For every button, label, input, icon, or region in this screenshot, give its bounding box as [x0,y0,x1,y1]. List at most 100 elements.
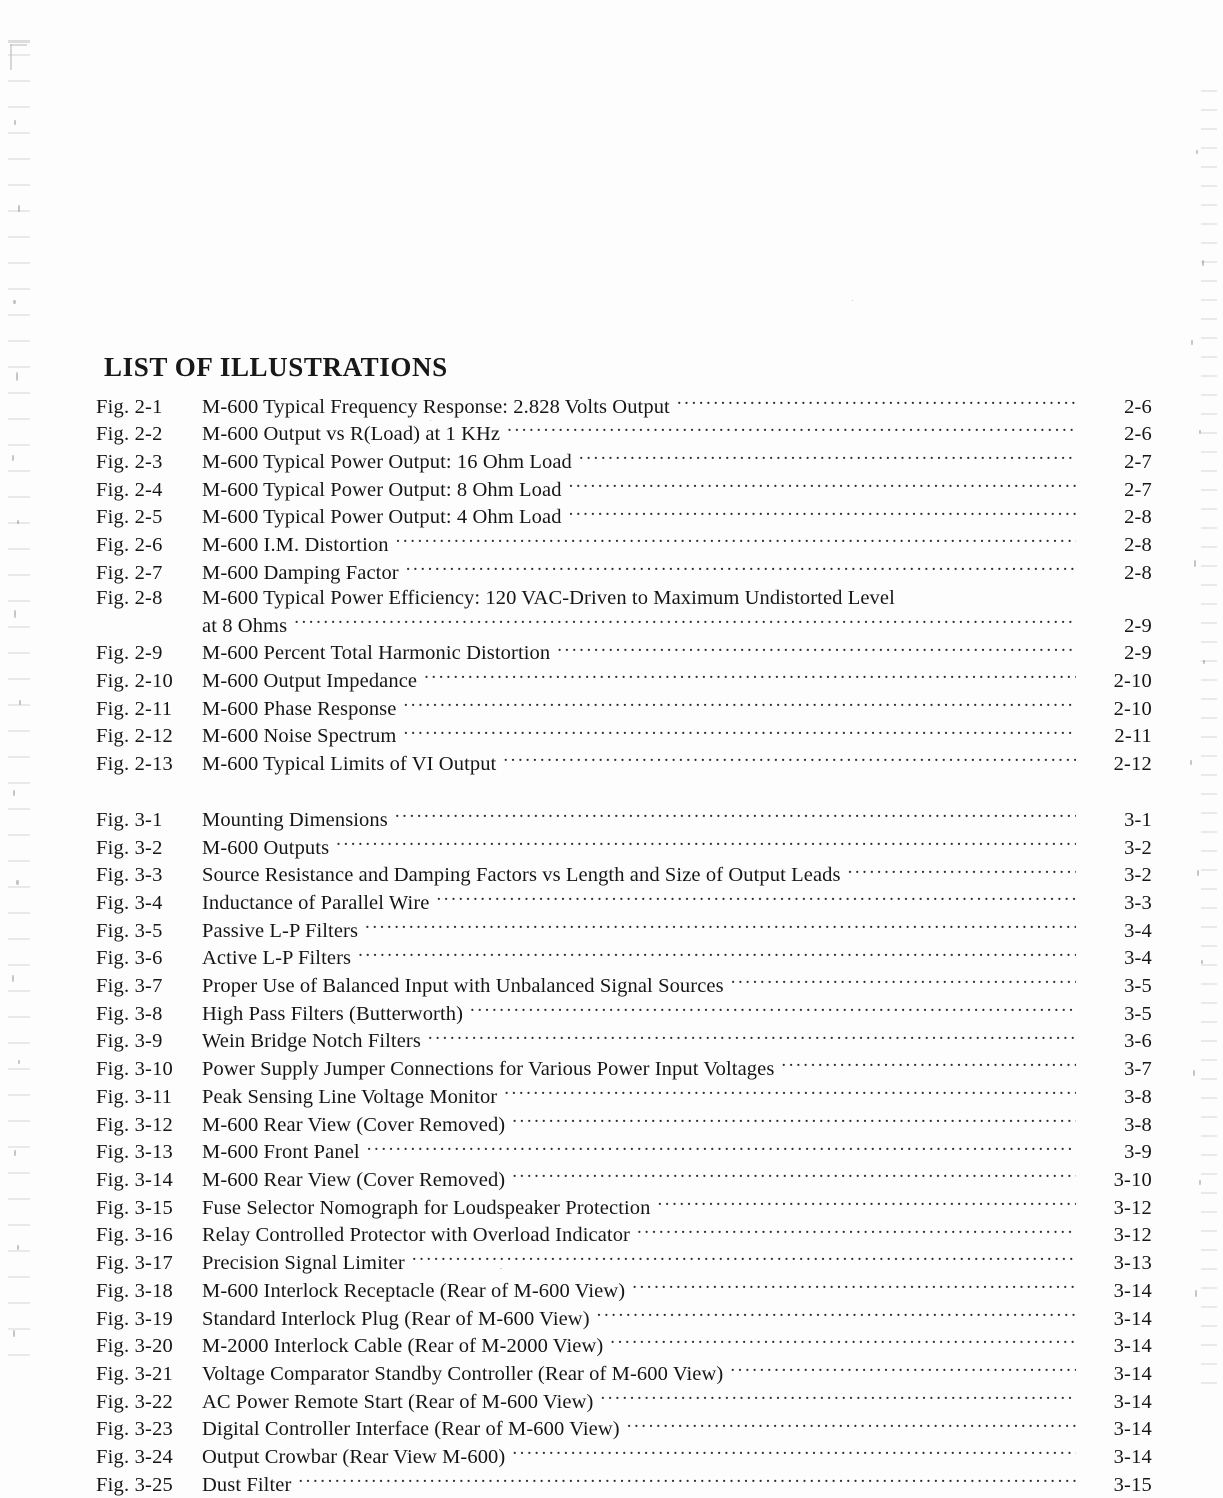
scan-speck [19,700,21,705]
entry-page-number: 2-7 [1124,450,1152,473]
toc-entry[interactable]: Fig. 3-21 Voltage Comparator Standby Cont… [96,1359,1152,1387]
toc-entry[interactable]: Fig. 2-9 M-600 Percent Total Harmonic Dis… [96,639,1152,667]
dot-leader [396,531,1076,552]
entry-title: Fuse Selector Nomograph for Loudspeaker … [202,1196,651,1219]
entry-figure-number: Fig. 2-9 [96,642,163,665]
toc-entry[interactable]: Fig. 2-13 M-600 Typical Limits of VI Outp… [96,750,1152,778]
entry-page-number: 3-14 [1113,1335,1152,1358]
dot-leader [569,503,1076,524]
entry-figure-number: Fig. 3-16 [96,1224,173,1247]
dot-leader [470,999,1076,1020]
scan-speck [14,1150,16,1156]
toc-entry[interactable]: Fig. 3-15 Fuse Selector Nomograph for Lou… [96,1193,1152,1221]
entry-figure-number: Fig. 3-10 [96,1058,173,1081]
entry-figure-number: Fig. 3-25 [96,1473,173,1496]
toc-entry[interactable]: Fig. 3-1 Mounting Dimensions 3-1 [96,805,1152,833]
toc-entry[interactable]: Fig. 3-3 Source Resistance and Damping Fa… [96,861,1152,889]
entry-title: M-600 Typical Power Efficiency: 120 VAC-… [202,586,895,609]
toc-entry[interactable]: Fig. 3-12 M-600 Rear View (Cover Removed)… [96,1110,1152,1138]
toc-entry[interactable]: Fig. 3-10 Power Supply Jumper Connections… [96,1055,1152,1083]
entry-figure-number: Fig. 3-12 [96,1113,173,1136]
toc-entry[interactable]: Fig. 2-11 M-600 Phase Response 2-10 [96,694,1152,722]
toc-entry[interactable]: Fig. 3-4 Inductance of Parallel Wire 3-3 [96,888,1152,916]
entry-figure-number: Fig. 3-24 [96,1446,173,1469]
toc-entry[interactable]: Fig. 3-6 Active L-P Filters 3-4 [96,944,1152,972]
toc-entry[interactable]: Fig. 3-13 M-600 Front Panel 3-9 [96,1138,1152,1166]
toc-entry[interactable]: Fig. 3-18 M-600 Interlock Receptacle (Rea… [96,1276,1152,1304]
toc-entry[interactable]: Fig. 2-10 M-600 Output Impedance 2-10 [96,667,1152,695]
entry-figure-number: Fig. 2-10 [96,670,173,693]
toc-entry[interactable]: Fig. 2-1 M-600 Typical Frequency Response… [96,392,1152,420]
entry-figure-number: Fig. 2-6 [96,534,163,557]
scan-speck [14,610,16,618]
toc-entry[interactable]: Fig. 3-9 Wein Bridge Notch Filters 3-6 [96,1027,1152,1055]
entry-page-number: 2-8 [1124,561,1152,584]
entry-title-continuation: at 8 Ohms [202,614,288,637]
entry-page-number: 3-5 [1124,975,1152,998]
entry-title: Source Resistance and Damping Factors vs… [202,864,841,887]
toc-entry[interactable]: Fig. 3-17 Precision Signal Limiter 3-13 [96,1249,1152,1277]
entry-title: Relay Controlled Protector with Overload… [202,1224,630,1247]
toc-entry[interactable]: Fig. 3-24 Output Crowbar (Rear View M-600… [96,1443,1152,1471]
entry-page-number: 3-10 [1113,1168,1152,1191]
toc-entry[interactable]: Fig. 3-20 M-2000 Interlock Cable (Rear of… [96,1332,1152,1360]
toc-entry[interactable]: Fig. 3-2 M-600 Outputs 3-2 [96,833,1152,861]
entry-page-number: 3-12 [1113,1196,1152,1219]
toc-entry[interactable]: Fig. 3-8 High Pass Filters (Butterworth) 3… [96,999,1152,1027]
dot-leader [403,694,1076,715]
entry-page-number: 3-8 [1124,1085,1152,1108]
dot-leader [365,916,1076,937]
entry-page-number: 3-15 [1113,1473,1152,1496]
entry-title: M-600 Front Panel [202,1141,360,1164]
entry-figure-number: Fig. 3-6 [96,947,163,970]
dot-leader [627,1415,1076,1436]
entry-title: Precision Signal Limiter [202,1252,405,1275]
toc-entry[interactable]: Fig. 3-22 AC Power Remote Start (Rear of … [96,1387,1152,1415]
toc-entry[interactable]: Fig. 2-12 M-600 Noise Spectrum 2-11 [96,722,1152,750]
dot-leader [657,1193,1076,1214]
entry-page-number: 3-14 [1113,1279,1152,1302]
entry-title: M-600 Outputs [202,836,330,859]
entry-figure-number: Fig. 3-17 [96,1252,173,1275]
entry-figure-number: Fig. 3-14 [96,1168,173,1191]
entry-title: Wein Bridge Notch Filters [202,1030,421,1053]
toc-entry[interactable]: Fig. 3-7 Proper Use of Balanced Input wit… [96,972,1152,1000]
toc-entry[interactable]: Fig. 3-25 Dust Filter 3-15 [96,1470,1152,1498]
entry-figure-number: Fig. 2-13 [96,753,173,776]
entry-title: Voltage Comparator Standby Controller (R… [202,1362,724,1385]
toc-entry[interactable]: Fig. 3-19 Standard Interlock Plug (Rear o… [96,1304,1152,1332]
entry-title: M-2000 Interlock Cable (Rear of M-2000 V… [202,1335,604,1358]
scan-speck [18,1060,20,1064]
entry-page-number: 2-11 [1114,725,1152,748]
toc-entry[interactable]: Fig. 2-7 M-600 Damping Factor 2-8 [96,558,1152,586]
entry-title: M-600 Rear View (Cover Removed) [202,1168,506,1191]
dot-leader [412,1249,1076,1270]
scan-speck [12,975,14,982]
toc-entry[interactable]: Fig. 3-16 Relay Controlled Protector with… [96,1221,1152,1249]
entry-page-number: 3-13 [1113,1252,1152,1275]
toc-entry[interactable]: Fig. 3-11 Peak Sensing Line Voltage Monit… [96,1082,1152,1110]
scan-speck [1195,1290,1197,1297]
entry-figure-number: Fig. 3-5 [96,919,163,942]
toc-entry[interactable]: Fig. 2-5 M-600 Typical Power Output: 4 Oh… [96,503,1152,531]
scan-speck [1193,1070,1195,1076]
dot-leader [569,475,1076,496]
dot-leader [436,888,1076,909]
toc-entry[interactable]: Fig. 3-5 Passive L-P Filters 3-4 [96,916,1152,944]
entry-figure-number: Fig. 2-7 [96,561,163,584]
toc-entry[interactable]: Fig. 3-14 M-600 Rear View (Cover Removed)… [96,1165,1152,1193]
entry-page-number: 3-2 [1124,864,1152,887]
entry-figure-number: Fig. 3-7 [96,975,163,998]
toc-entry[interactable]: Fig. 2-4 M-600 Typical Power Output: 8 Oh… [96,475,1152,503]
entry-title: Active L-P Filters [202,947,352,970]
entry-page-number: 3-9 [1124,1141,1152,1164]
entry-title: High Pass Filters (Butterworth) [202,1002,464,1025]
toc-entry[interactable]: Fig. 2-3 M-600 Typical Power Output: 16 O… [96,447,1152,475]
entry-title: AC Power Remote Start (Rear of M-600 Vie… [202,1390,594,1413]
toc-entry[interactable]: Fig. 2-8 M-600 Typical Power Efficiency: … [96,586,1152,639]
toc-entry[interactable]: Fig. 2-2 M-600 Output vs R(Load) at 1 KHz… [96,420,1152,448]
toc-entry[interactable]: Fig. 2-6 M-600 I.M. Distortion 2-8 [96,531,1152,559]
scan-speck [12,455,14,461]
entry-page-number: 3-14 [1113,1390,1152,1413]
dot-leader [294,611,1076,632]
